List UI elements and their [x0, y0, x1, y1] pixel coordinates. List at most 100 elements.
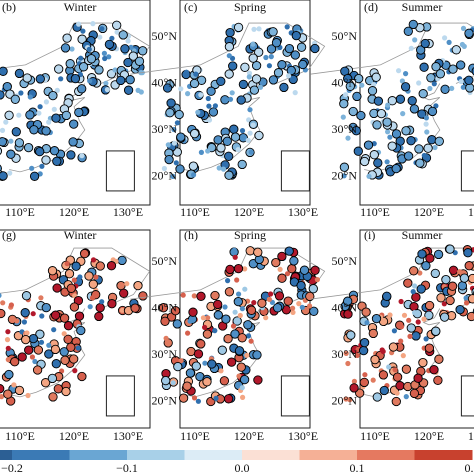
station-dot — [248, 338, 254, 344]
station-dot — [296, 42, 307, 52]
station-dot — [421, 261, 431, 271]
station-dot — [283, 296, 293, 306]
lon-tick-label: 130°E — [113, 205, 143, 219]
station-dot — [224, 170, 234, 180]
station-dot — [99, 26, 105, 32]
station-dot — [441, 301, 447, 307]
station-dot — [305, 291, 315, 302]
station-dot — [117, 255, 127, 266]
station-dot — [341, 173, 347, 179]
station-dot — [421, 316, 427, 322]
lat-tick-label: 40°N — [152, 75, 178, 89]
station-dot — [400, 353, 406, 359]
station-dot — [37, 104, 43, 110]
station-dot — [245, 333, 252, 339]
station-dot — [435, 69, 446, 79]
station-dot — [219, 376, 230, 386]
station-dot — [174, 120, 180, 126]
station-dot — [120, 44, 130, 54]
station-dot — [7, 170, 13, 176]
station-dot — [299, 265, 310, 275]
station-dot — [222, 304, 228, 310]
station-dot — [343, 73, 353, 84]
station-dot — [217, 345, 227, 355]
station-dot — [187, 318, 193, 324]
station-dot — [174, 109, 184, 120]
station-dot — [171, 126, 177, 133]
station-dot — [8, 138, 14, 144]
station-dot — [401, 126, 411, 136]
station-dot — [376, 108, 387, 119]
station-dot — [459, 41, 465, 48]
station-dot — [467, 294, 474, 304]
station-dot — [370, 377, 376, 383]
panel-label: (i) — [364, 228, 375, 242]
lon-tick-label: 110°E — [360, 429, 390, 443]
station-dot — [133, 280, 143, 291]
station-dot — [172, 319, 182, 329]
station-dot — [358, 345, 369, 356]
station-dot — [407, 96, 417, 106]
station-dot — [123, 57, 133, 68]
station-dot — [395, 381, 405, 391]
station-dot — [80, 28, 86, 34]
station-dot — [235, 147, 241, 153]
station-dot — [433, 375, 443, 385]
station-dot — [245, 137, 251, 143]
station-dot — [429, 365, 439, 375]
station-dot — [394, 390, 400, 396]
station-dot — [90, 257, 97, 263]
station-dot — [239, 128, 246, 134]
station-dot — [51, 327, 57, 333]
station-dot — [230, 329, 240, 339]
station-dot — [251, 300, 257, 306]
border — [310, 22, 474, 84]
station-dot — [224, 287, 235, 297]
station-dot — [284, 24, 290, 30]
station-dot — [90, 21, 96, 27]
station-dot — [415, 319, 421, 325]
lat-tick-label: 20°N — [332, 168, 358, 182]
station-dot — [178, 393, 189, 403]
station-dot — [87, 304, 93, 310]
station-dot — [416, 80, 422, 86]
station-dot — [112, 20, 122, 30]
station-dot — [61, 110, 72, 121]
station-dot — [398, 298, 404, 305]
station-dot — [414, 144, 424, 154]
station-dot — [408, 45, 414, 51]
lon-tick-label: 110°E — [360, 205, 390, 219]
station-dot — [411, 292, 421, 302]
station-dot — [200, 315, 206, 321]
station-dot — [53, 384, 63, 394]
station-dot — [77, 34, 87, 44]
station-dot — [268, 27, 278, 37]
colorbar-tick-label: −0.2 — [1, 461, 23, 474]
station-dot — [94, 65, 104, 75]
station-dot — [102, 55, 108, 62]
lat-tick-label: 20°N — [152, 168, 178, 182]
lat-tick-label: 40°N — [332, 75, 358, 89]
station-dot — [51, 106, 57, 112]
station-dot — [409, 388, 420, 399]
station-dot — [398, 338, 404, 344]
station-dot — [309, 279, 315, 285]
station-dot — [391, 163, 401, 174]
station-dot — [202, 329, 213, 339]
station-dot — [14, 138, 25, 148]
station-dot — [254, 47, 264, 57]
station-dot — [0, 164, 2, 173]
station-dot — [193, 71, 199, 77]
station-dot — [206, 117, 213, 123]
station-dot — [431, 81, 437, 87]
station-dot — [116, 75, 126, 86]
station-dot — [246, 74, 252, 80]
station-dot — [3, 389, 13, 399]
season-title: Summer — [402, 228, 443, 242]
station-dot — [47, 266, 58, 276]
station-dot — [165, 142, 171, 148]
station-dot — [243, 320, 253, 330]
station-dot — [363, 140, 374, 150]
station-dot — [213, 299, 223, 310]
station-dot — [205, 315, 211, 321]
